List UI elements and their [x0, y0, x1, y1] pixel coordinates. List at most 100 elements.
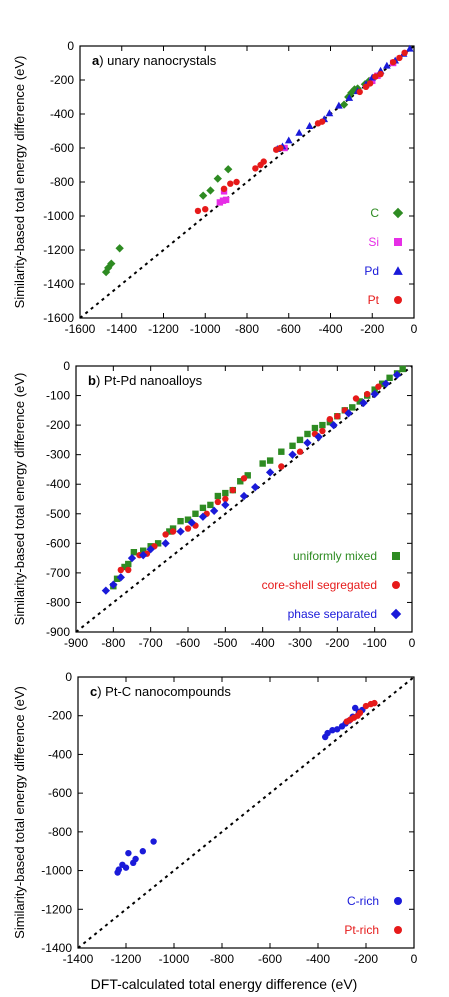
- y-tick-label: -1200: [43, 243, 74, 257]
- legend-label: Pt-rich: [344, 923, 379, 937]
- data-point: [356, 398, 363, 405]
- data-point: [303, 438, 312, 448]
- data-point: [289, 442, 296, 449]
- x-tick-label: -600: [277, 322, 301, 336]
- data-point: [347, 88, 356, 97]
- x-tick-label: -1000: [159, 952, 190, 966]
- data-point: [311, 424, 319, 432]
- data-point: [326, 416, 334, 423]
- data-point: [222, 489, 229, 497]
- data-point: [222, 495, 229, 503]
- y-tick-label: -100: [46, 389, 70, 403]
- x-tick-label: -600: [176, 636, 200, 650]
- data-point: [366, 80, 374, 87]
- data-point: [239, 491, 249, 501]
- data-point: [377, 70, 384, 78]
- legend-marker: [390, 608, 402, 620]
- data-point: [329, 420, 338, 430]
- data-point: [122, 864, 130, 871]
- series-pt-rich: [343, 699, 378, 725]
- x-tick-label: -100: [363, 636, 387, 650]
- data-point: [139, 848, 146, 855]
- y-tick-label: -800: [50, 175, 74, 189]
- panel-title: b) Pt-Pd nanoalloys: [88, 373, 203, 388]
- series-phase-separated: [101, 370, 402, 595]
- plot-frame: [77, 676, 415, 949]
- data-point: [288, 450, 297, 459]
- data-point: [405, 44, 414, 52]
- series-core-shell-segregated: [117, 383, 382, 574]
- data-point: [224, 165, 233, 174]
- x-tick-label: -800: [101, 636, 125, 650]
- data-point: [113, 575, 121, 582]
- data-point: [369, 77, 376, 85]
- data-point: [207, 501, 214, 509]
- data-point: [329, 727, 336, 734]
- data-point: [372, 73, 379, 80]
- y-tick-label: -200: [48, 709, 72, 723]
- legend-marker: [392, 552, 400, 560]
- x-tick-label: -400: [306, 952, 330, 966]
- data-point: [296, 436, 304, 444]
- data-point: [115, 244, 124, 253]
- y-tick-label: -1000: [43, 209, 74, 223]
- legend-marker: [394, 897, 402, 905]
- data-point: [266, 457, 274, 464]
- x-tick-label: -400: [251, 636, 275, 650]
- data-point: [349, 404, 356, 411]
- data-point: [125, 849, 132, 857]
- data-point: [371, 386, 378, 393]
- parity-line: [75, 365, 413, 633]
- data-point: [362, 702, 370, 710]
- panel-title-text: ) unary nanocrystals: [99, 53, 217, 68]
- data-point: [161, 539, 170, 548]
- data-point: [396, 54, 403, 62]
- x-tick-label: -200: [360, 322, 384, 336]
- data-point: [221, 500, 230, 510]
- panel-letter: b: [88, 373, 96, 388]
- data-point: [277, 144, 284, 152]
- x-tick-label: -700: [139, 636, 163, 650]
- data-point: [121, 563, 128, 571]
- data-point: [214, 492, 222, 500]
- data-point: [127, 553, 137, 563]
- y-tick-label: -500: [46, 507, 70, 521]
- data-point: [227, 180, 234, 187]
- data-point: [244, 472, 251, 479]
- legend-marker: [394, 238, 402, 246]
- data-point: [194, 207, 202, 215]
- data-point: [101, 586, 111, 595]
- y-tick-label: -600: [50, 141, 74, 155]
- legend-label: phase separated: [288, 607, 377, 621]
- data-point: [154, 540, 162, 547]
- data-point: [139, 550, 148, 560]
- data-point: [209, 506, 219, 515]
- data-point: [318, 118, 326, 125]
- panel-title: a) unary nanocrystals: [92, 53, 217, 68]
- data-point: [278, 448, 285, 455]
- data-point: [130, 549, 138, 556]
- data-point: [356, 88, 363, 96]
- data-point: [206, 186, 215, 195]
- data-point: [260, 158, 267, 165]
- data-point: [140, 547, 147, 554]
- panel-letter: c: [90, 684, 97, 699]
- data-point: [334, 413, 341, 420]
- data-point: [284, 136, 293, 144]
- panel-b: -900 -800 -700 -600 -500 -400 -300 -200 -100 0 0 -1…: [12, 359, 416, 650]
- panel-title-text: ) Pt-Pd nanoalloys: [96, 373, 203, 388]
- data-point: [192, 510, 199, 517]
- legend-label: uniformly mixed: [293, 549, 377, 563]
- data-point: [370, 389, 379, 399]
- data-point: [220, 185, 228, 192]
- legend-label: Pt: [368, 293, 380, 307]
- data-point: [364, 390, 371, 398]
- data-point: [115, 866, 123, 873]
- data-point: [259, 460, 266, 467]
- data-point: [392, 370, 402, 380]
- data-point: [399, 365, 406, 373]
- y-tick-label: -400: [50, 107, 74, 121]
- plot-frame: [75, 365, 413, 633]
- data-point: [305, 122, 314, 129]
- data-point: [132, 855, 139, 863]
